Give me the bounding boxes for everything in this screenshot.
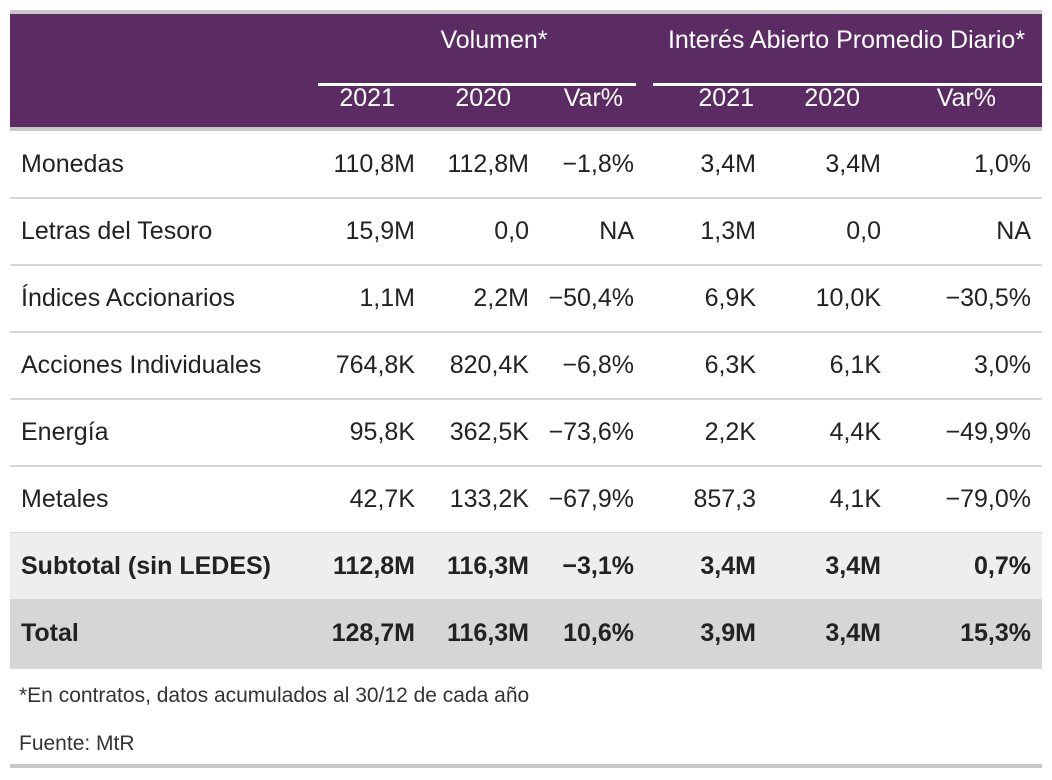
table-cell: 42,7K (349, 485, 415, 513)
table-cell: 0,0 (846, 217, 881, 245)
table-cell: −67,9% (548, 485, 635, 513)
row-label: Metales (21, 485, 109, 513)
table-cell: 95,8K (349, 418, 415, 446)
column-header: 2021 (698, 84, 754, 112)
table-cell: 15,9M (345, 217, 415, 245)
header-group-rule (653, 83, 1042, 86)
table-cell: 6,3K (704, 351, 756, 379)
table-cell: 1,0% (974, 150, 1031, 178)
table-cell: 4,1K (829, 485, 881, 513)
table-row: Índices Accionarios 1,1M 2,2M −50,4% 6,9K 10,… (10, 265, 1042, 333)
table-cell: 10,0K (815, 284, 881, 312)
row-label: Letras del Tesoro (21, 217, 213, 245)
column-header: Var% (563, 84, 623, 112)
table-cell: 3,4M (825, 552, 881, 580)
table-header: Volumen* Interés Abierto Promedio Diario… (10, 14, 1042, 127)
table-cell: 0,7% (974, 552, 1031, 580)
column-header: 2020 (455, 84, 511, 112)
table-cell: 128,7M (331, 619, 415, 647)
bottom-border (10, 764, 1042, 768)
table-row: Letras del Tesoro 15,9M 0,0 NA 1,3M 0,0 NA (10, 198, 1042, 266)
table-cell: 112,8M (332, 552, 415, 580)
table-cell: −30,5% (945, 284, 1032, 312)
table-cell: 6,1K (829, 351, 881, 379)
row-label: Subtotal (sin LEDES) (21, 552, 271, 580)
table-cell: −79,0% (945, 485, 1032, 513)
top-border (10, 10, 1042, 14)
table-cell: 3,0% (974, 351, 1031, 379)
table-cell: 3,4M (700, 150, 756, 178)
row-label: Índices Accionarios (21, 284, 236, 312)
source-note: Fuente: MtR (19, 732, 135, 755)
table-row: Acciones Individuales 764,8K 820,4K −6,8% 6,… (10, 332, 1042, 400)
table-cell: 0,0 (494, 217, 529, 245)
column-header: 2021 (339, 84, 395, 112)
table-cell: 116,3M (446, 619, 529, 647)
table-cell: 3,4M (700, 552, 756, 580)
table-cell: 3,4M (825, 150, 881, 178)
table-cell: 857,3 (693, 485, 756, 513)
row-label: Acciones Individuales (21, 351, 262, 379)
subtotal-row: Subtotal (sin LEDES) 112,8M 116,3M −3,1% 3,4… (10, 533, 1042, 601)
table-cell: −1,8% (562, 150, 634, 178)
table-cell: 112,8M (447, 150, 529, 178)
header-group-interes: Interés Abierto Promedio Diario* (667, 26, 1026, 54)
table-cell: 2,2M (473, 284, 529, 312)
table-cell: NA (996, 217, 1031, 245)
header-group-rule (318, 83, 636, 86)
table-cell: −49,9% (945, 418, 1032, 446)
table-cell: 764,8K (335, 351, 415, 379)
table-cell: 3,4M (825, 619, 881, 647)
table-cell: −6,8% (562, 351, 634, 379)
table-row: Energía 95,8K 362,5K −73,6% 2,2K 4,4K −49,9% (10, 399, 1042, 467)
table-cell: 110,8M (333, 150, 415, 178)
header-group-volumen: Volumen* (440, 26, 548, 54)
table-row: Metales 42,7K 133,2K −67,9% 857,3 4,1K −79,0% (10, 466, 1042, 534)
footnote: *En contratos, datos acumulados al 30/12… (19, 684, 530, 707)
table-cell: 10,6% (563, 619, 634, 647)
table-cell: 362,5K (449, 418, 529, 446)
table-cell: 4,4K (829, 418, 881, 446)
table-row: Monedas 110,8M 112,8M −1,8% 3,4M 3,4M 1,0% (10, 131, 1042, 199)
table-cell: 2,2K (704, 418, 756, 446)
table-cell: 15,3% (960, 619, 1031, 647)
row-label: Total (21, 619, 79, 647)
table-cell: 1,3M (700, 217, 756, 245)
table-cell: 6,9K (704, 284, 756, 312)
column-header: Var% (936, 84, 996, 112)
table-cell: 1,1M (359, 284, 415, 312)
table-cell: −3,1% (562, 552, 634, 580)
header-divider (10, 127, 1042, 131)
column-header: 2020 (804, 84, 860, 112)
table-cell: 116,3M (446, 552, 529, 580)
row-label: Monedas (21, 150, 124, 178)
table-cell: −73,6% (548, 418, 635, 446)
row-label: Energía (21, 418, 109, 446)
table-cell: 3,9M (700, 619, 756, 647)
total-row: Total 128,7M 116,3M 10,6% 3,9M 3,4M 15,3% (10, 600, 1042, 669)
table-cell: 133,2K (449, 485, 529, 513)
table-cell: NA (599, 217, 634, 245)
table-cell: −50,4% (548, 284, 635, 312)
table-cell: 820,4K (449, 351, 529, 379)
